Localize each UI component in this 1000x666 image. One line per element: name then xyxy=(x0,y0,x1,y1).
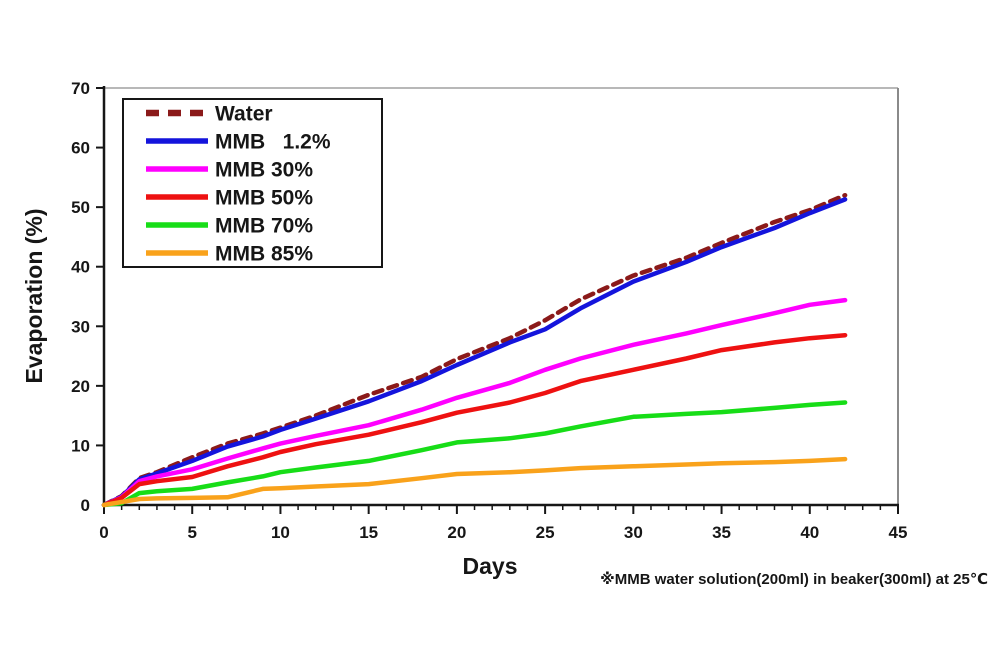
x-tick-label: 35 xyxy=(712,523,731,542)
y-tick-label: 20 xyxy=(71,377,90,396)
y-tick-label: 50 xyxy=(71,198,90,217)
y-tick-label: 70 xyxy=(71,79,90,98)
legend-label: MMB 1.2% xyxy=(215,131,331,154)
chart-generated-content: 0 5 10 15 20 25 30 35 40 45 0 10 20 30 40 50 60 70 Water MM… xyxy=(71,79,907,542)
x-tick-label: 10 xyxy=(271,523,290,542)
legend-label: MMB 50% xyxy=(215,187,313,210)
series-line-mmb-85- xyxy=(101,456,848,508)
y-tick-label: 30 xyxy=(71,317,90,336)
x-tick-label: 5 xyxy=(187,523,196,542)
y-tick-label: 40 xyxy=(71,258,90,277)
y-tick-label: 0 xyxy=(81,496,90,515)
series-line-mmb-30- xyxy=(101,297,848,508)
x-tick-label: 25 xyxy=(536,523,555,542)
x-tick-label: 45 xyxy=(889,523,908,542)
series-line-mmb-70- xyxy=(101,400,848,508)
legend-label: MMB 85% xyxy=(215,243,313,266)
chart-footnote: ※MMB water solution(200ml) in beaker(300… xyxy=(600,570,988,588)
x-axis-title: Days xyxy=(463,553,518,579)
x-tick-label: 0 xyxy=(99,523,108,542)
x-tick-label: 20 xyxy=(447,523,466,542)
legend-label: Water xyxy=(215,103,273,126)
legend-label: MMB 70% xyxy=(215,215,313,238)
x-tick-label: 30 xyxy=(624,523,643,542)
x-tick-label: 15 xyxy=(359,523,378,542)
y-tick-label: 60 xyxy=(71,139,90,158)
series-line-mmb-1.2- xyxy=(101,197,848,508)
y-tick-label: 10 xyxy=(71,436,90,455)
y-axis-title: Evaporation (%) xyxy=(21,208,47,383)
x-tick-label: 40 xyxy=(800,523,819,542)
series-line-mmb-50- xyxy=(101,332,848,508)
legend-label: MMB 30% xyxy=(215,159,313,182)
legend-box xyxy=(122,98,383,268)
